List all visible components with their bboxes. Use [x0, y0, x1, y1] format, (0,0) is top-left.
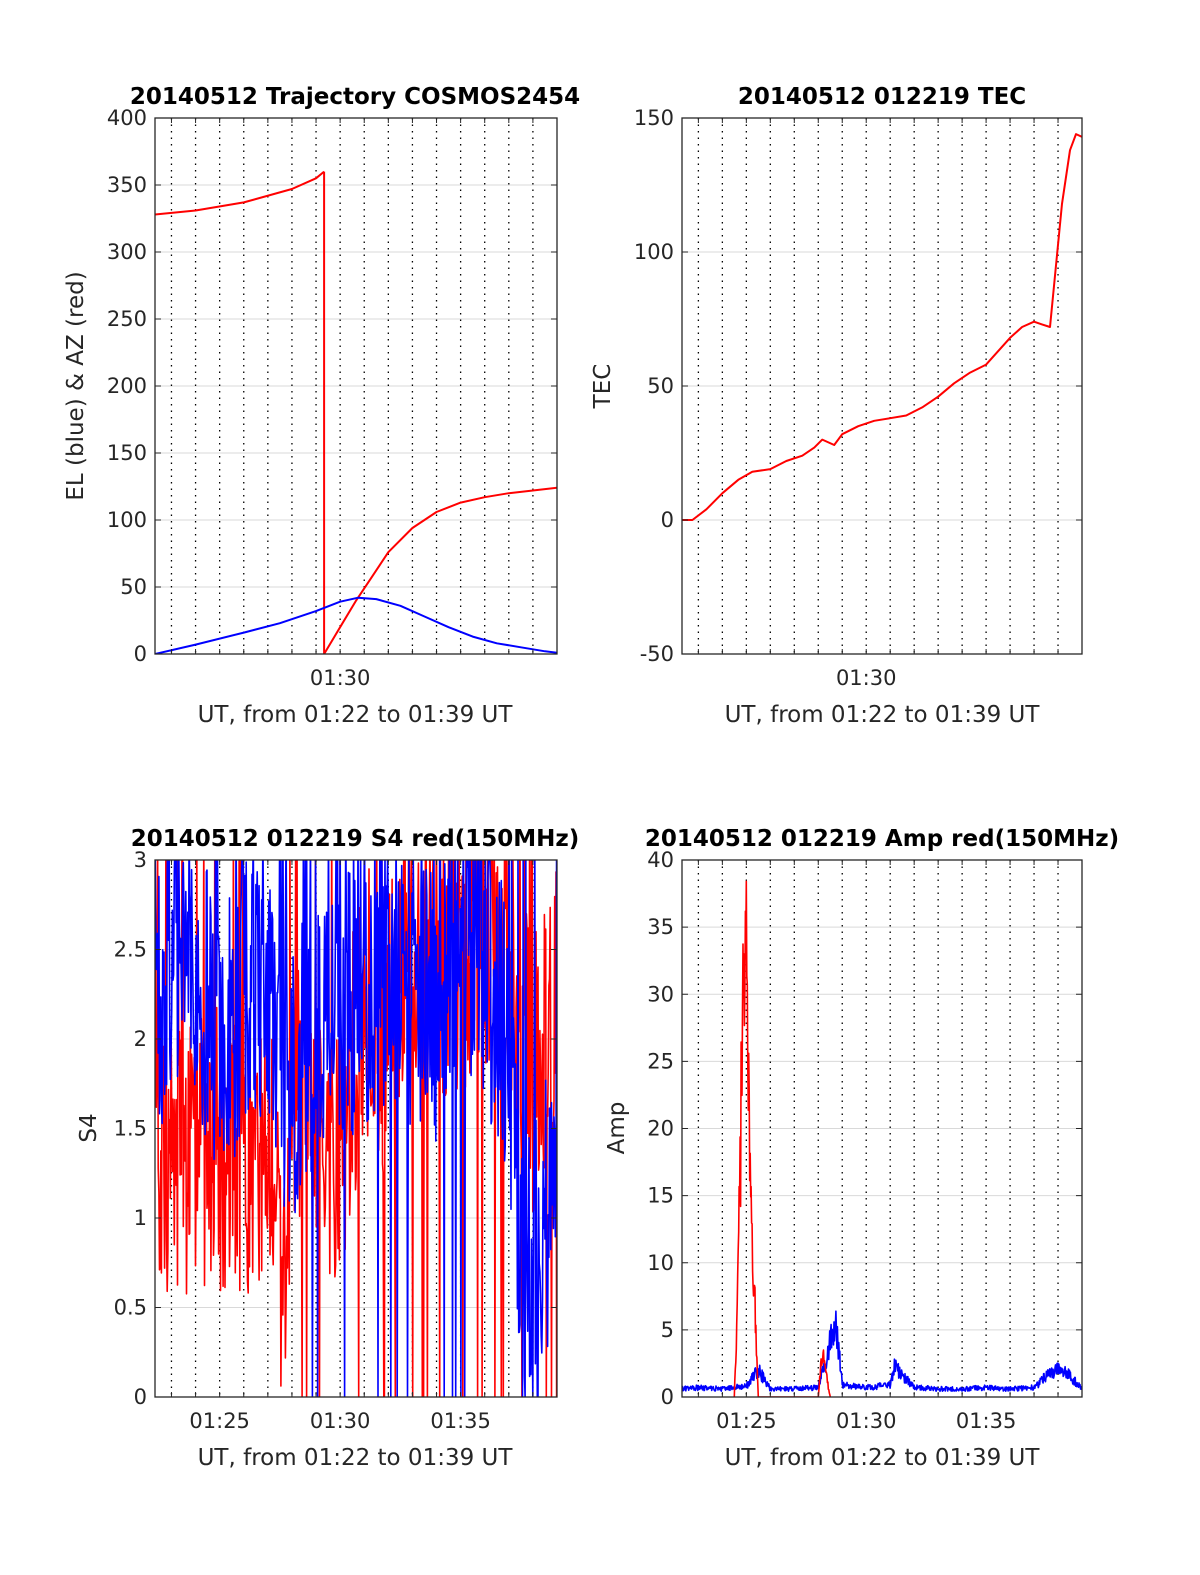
data-series — [155, 170, 557, 654]
y-tick-label: 1.5 — [114, 1117, 147, 1141]
y-tick-label: -50 — [640, 642, 674, 666]
y-axis-label: Amp — [604, 1102, 630, 1155]
y-tick-label: 1 — [134, 1206, 147, 1230]
y-tick-label: 10 — [647, 1251, 674, 1275]
x-axis-label: UT, from 01:22 to 01:39 UT — [725, 1445, 1041, 1471]
y-tick-label: 250 — [107, 307, 147, 331]
blue-series-line — [155, 860, 557, 1397]
y-tick-label: 35 — [647, 915, 674, 939]
x-axis-label: UT, from 01:22 to 01:39 UT — [198, 1445, 514, 1471]
y-tick-label: 0 — [661, 1385, 674, 1409]
blue-series-line — [155, 596, 557, 654]
x-tick-label: 01:25 — [716, 1409, 777, 1433]
y-tick-label: 100 — [634, 240, 674, 264]
y-tick-label: 5 — [661, 1318, 674, 1342]
x-tick-label: 01:30 — [836, 1409, 897, 1433]
x-axis-label: UT, from 01:22 to 01:39 UT — [725, 702, 1041, 728]
y-tick-label: 0.5 — [114, 1296, 147, 1320]
y-axis-label: S4 — [76, 1113, 102, 1142]
tec-panel: 20140512 012219 TEC UT, from 01:22 to 01… — [590, 84, 1083, 728]
data-series — [682, 880, 1082, 1397]
data-series — [682, 133, 1082, 521]
y-tick-label: 0 — [134, 642, 147, 666]
y-tick-label: 0 — [134, 1385, 147, 1409]
y-tick-label: 0 — [661, 508, 674, 532]
amp-panel: 20140512 012219 Amp red(150MHz) UT, from… — [604, 826, 1119, 1471]
y-tick-label: 400 — [107, 106, 147, 130]
y-tick-label: 350 — [107, 173, 147, 197]
chart-title: 20140512 012219 Amp red(150MHz) — [645, 826, 1119, 852]
x-tick-label: 01:35 — [956, 1409, 1017, 1433]
y-tick-label: 40 — [647, 848, 674, 872]
x-tick-label: 01:35 — [430, 1409, 491, 1433]
y-axis-label: EL (blue) & AZ (red) — [63, 271, 89, 500]
y-tick-label: 25 — [647, 1049, 674, 1073]
y-tick-label: 150 — [634, 106, 674, 130]
y-tick-label: 30 — [647, 982, 674, 1006]
red-series-line — [323, 486, 557, 654]
y-tick-label: 50 — [120, 575, 147, 599]
x-tick-label: 01:30 — [310, 666, 371, 690]
data-series — [155, 860, 557, 1397]
y-tick-label: 15 — [647, 1184, 674, 1208]
y-tick-label: 100 — [107, 508, 147, 532]
y-tick-label: 3 — [134, 848, 147, 872]
s4-panel: 20140512 012219 S4 red(150MHz) UT, from … — [76, 826, 580, 1471]
chart-title: 20140512 012219 TEC — [738, 84, 1026, 110]
chart-title: 20140512 012219 S4 red(150MHz) — [131, 826, 580, 852]
red-series-line — [733, 880, 832, 1397]
red-series-line — [155, 170, 325, 216]
x-axis-label: UT, from 01:22 to 01:39 UT — [198, 702, 514, 728]
chart-title: 20140512 Trajectory COSMOS2454 — [130, 84, 580, 110]
y-tick-label: 200 — [107, 374, 147, 398]
y-axis-label: TEC — [590, 364, 616, 410]
y-tick-label: 300 — [107, 240, 147, 264]
x-tick-label: 01:25 — [189, 1409, 250, 1433]
trajectory-panel: 20140512 Trajectory COSMOS2454 UT, from … — [63, 84, 580, 728]
y-tick-label: 150 — [107, 441, 147, 465]
x-tick-label: 01:30 — [836, 666, 897, 690]
red-series-line — [682, 133, 1082, 521]
y-tick-label: 2 — [134, 1027, 147, 1051]
blue-series-line — [682, 1310, 1082, 1393]
y-tick-label: 50 — [647, 374, 674, 398]
y-tick-label: 2.5 — [114, 938, 147, 962]
x-tick-label: 01:30 — [310, 1409, 371, 1433]
y-tick-label: 20 — [647, 1117, 674, 1141]
